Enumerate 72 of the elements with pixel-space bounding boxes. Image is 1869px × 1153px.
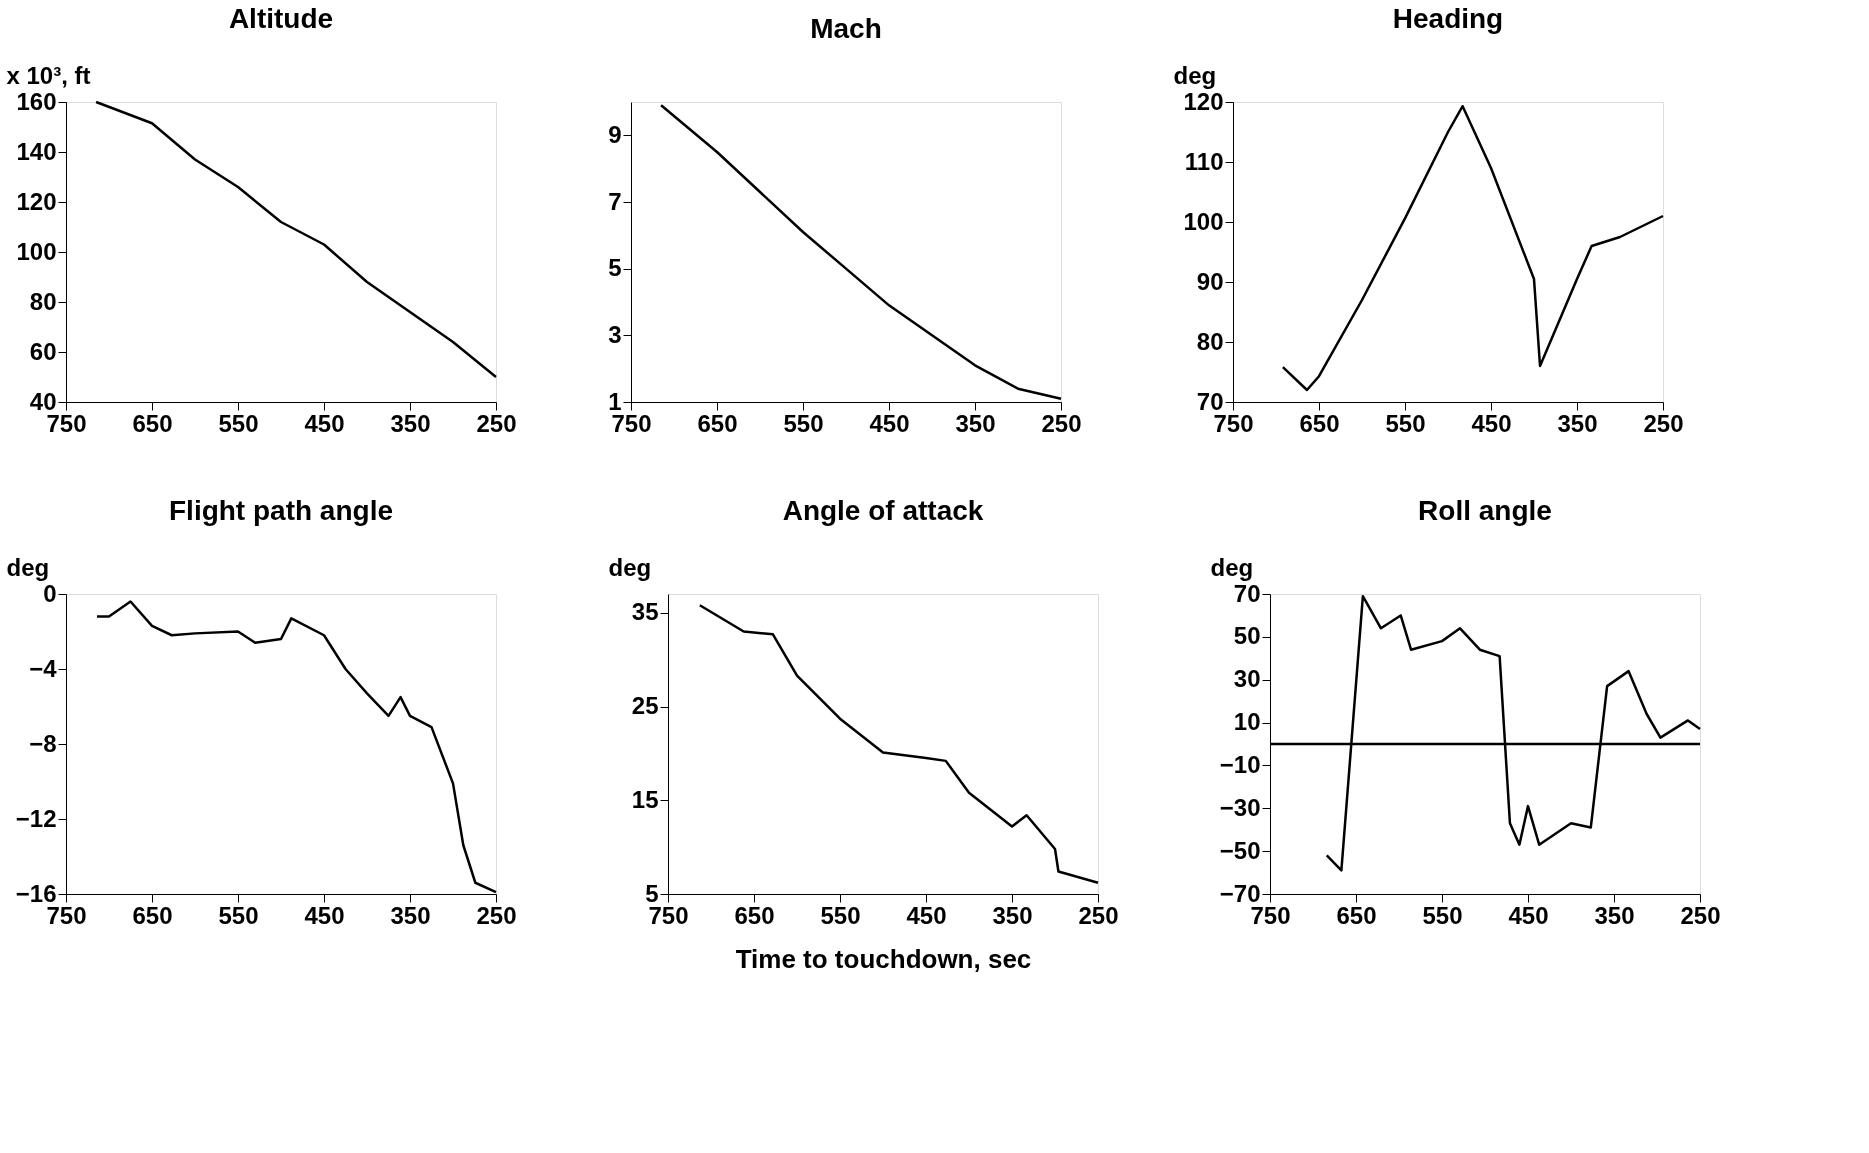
x-tick-label: 450 — [906, 901, 947, 929]
x-tick-label: 250 — [1078, 901, 1119, 929]
x-tick-label: 350 — [1594, 901, 1635, 929]
chart-title: Angle of attack — [782, 495, 984, 526]
x-tick-label: 450 — [1471, 409, 1512, 437]
y-tick-label: 80 — [1196, 327, 1224, 355]
x-tick-label: 550 — [820, 901, 861, 929]
x-tick-label: 450 — [304, 901, 345, 929]
y-tick-label: 25 — [631, 692, 659, 719]
x-tick-label: 650 — [697, 409, 738, 437]
x-tick-label: 250 — [1041, 409, 1082, 437]
y-tick-label: 80 — [29, 287, 57, 315]
x-tick-label: 650 — [734, 901, 775, 929]
x-tick-label: 250 — [1643, 409, 1684, 437]
chart-title: Roll angle — [1418, 495, 1552, 526]
y-axis-title: deg — [608, 553, 652, 581]
chart-title: Mach — [810, 13, 882, 44]
y-tick-label: 100 — [16, 237, 57, 265]
x-tick-label: 550 — [218, 901, 259, 929]
y-tick-label: 5 — [608, 254, 622, 282]
y-tick-label: −30 — [1219, 793, 1261, 821]
x-tick-label: 550 — [218, 409, 259, 437]
y-tick-label: 100 — [1183, 207, 1224, 235]
x-tick-label: 250 — [476, 901, 517, 929]
y-tick-label: 15 — [631, 785, 659, 813]
y-tick-label: 50 — [1233, 622, 1261, 650]
y-tick-label: 35 — [631, 598, 659, 626]
x-tick-label: 350 — [992, 901, 1033, 929]
chart-title: Heading — [1392, 3, 1504, 34]
x-tick-label: 650 — [1299, 409, 1340, 437]
x-tick-label: 650 — [1336, 901, 1377, 929]
y-tick-label: −8 — [29, 729, 57, 757]
y-tick-label: −10 — [1219, 750, 1261, 778]
x-tick-label: 550 — [1385, 409, 1426, 437]
x-tick-label: 350 — [390, 409, 431, 437]
y-tick-label: 7 — [608, 187, 622, 215]
y-tick-label: −50 — [1219, 836, 1261, 864]
x-tick-label: 550 — [783, 409, 824, 437]
y-axis-title: deg — [1210, 553, 1254, 581]
x-tick-label: 350 — [1557, 409, 1598, 437]
x-tick-label: 650 — [132, 409, 173, 437]
y-tick-label: 10 — [1233, 708, 1261, 736]
y-tick-label: 3 — [608, 320, 622, 348]
line-series — [94, 100, 498, 379]
line-series — [698, 604, 1100, 884]
x-tick-label: 550 — [1422, 901, 1463, 929]
y-tick-label: 140 — [16, 137, 57, 165]
chart-title: Flight path angle — [169, 495, 393, 526]
chart-title: Altitude — [228, 3, 334, 34]
x-tick-label: 350 — [955, 409, 996, 437]
y-tick-label: −12 — [15, 804, 57, 832]
x-tick-label: 250 — [1680, 901, 1721, 929]
x-axis-title: Time to touchdown, sec — [735, 943, 1032, 974]
y-tick-label: 160 — [16, 87, 57, 115]
y-axis-title: deg — [6, 553, 50, 581]
x-tick-label: 450 — [869, 409, 910, 437]
x-tick-label: 450 — [304, 409, 345, 437]
y-tick-label: 110 — [1184, 147, 1224, 175]
y-tick-label: 90 — [1196, 267, 1224, 295]
x-tick-label: 450 — [1508, 901, 1549, 929]
y-tick-label: 30 — [1233, 665, 1261, 693]
line-series — [1281, 104, 1665, 392]
y-tick-label: 9 — [608, 120, 622, 148]
y-tick-label: −4 — [29, 654, 58, 682]
line-series — [659, 104, 1063, 400]
x-tick-label: 650 — [132, 901, 173, 929]
x-tick-label: 350 — [390, 901, 431, 929]
x-tick-label: 250 — [476, 409, 517, 437]
y-axis-title: deg — [1173, 61, 1217, 89]
y-axis-title: x 10³, ft — [6, 61, 91, 89]
y-tick-label: 120 — [16, 187, 57, 215]
y-tick-label: 60 — [29, 337, 57, 365]
